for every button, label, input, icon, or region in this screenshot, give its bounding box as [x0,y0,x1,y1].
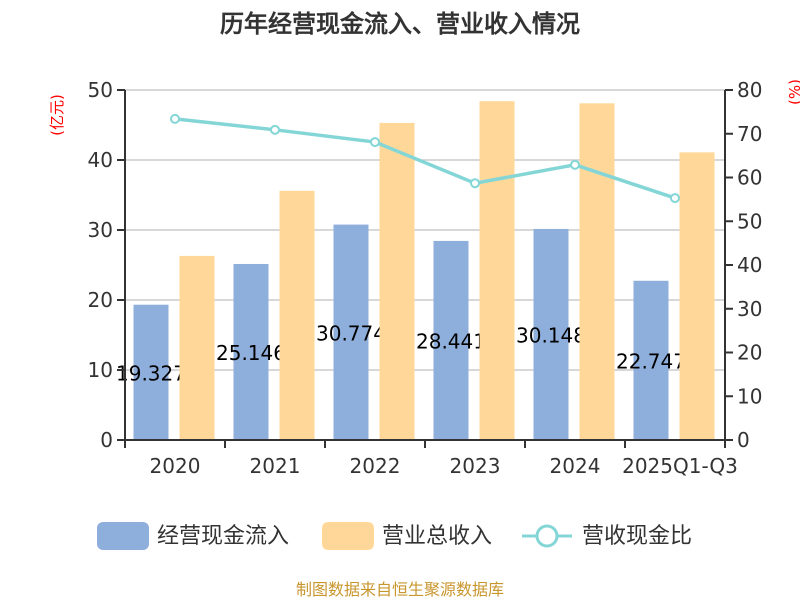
right-tick-label: 80 [737,78,762,102]
bar-revenue [579,103,615,441]
x-tick-label: 2024 [550,454,601,478]
left-tick-label: 10 [88,358,113,382]
right-tick-label: 40 [737,253,762,277]
left-axis-label: (亿元) [48,94,66,136]
right-tick-label: 0 [737,428,750,452]
right-axis-label: (%) [786,79,800,105]
data-label-cash-inflow: 28.441 [416,329,486,353]
point-ratio [270,124,280,135]
legend: 经营现金流入 营业总收入 营收现金比 [97,522,692,550]
legend-swatch-revenue [322,522,374,550]
bar-cash-inflow [633,280,669,440]
data-label-cash-inflow: 30.148 [516,323,586,347]
right-tick-label: 70 [737,122,762,146]
left-tick-label: 40 [88,148,113,172]
right-tick-label: 50 [737,209,762,233]
left-tick-label: 0 [100,428,113,452]
left-tick-label: 50 [88,78,113,102]
legend-label-revenue: 营业总收入 [382,524,492,549]
chart-title: 历年经营现金流入、营业收入情况 [220,10,580,38]
bar-revenue [479,101,515,440]
bar-cash-inflow [233,263,269,440]
footer-source: 制图数据来自恒生聚源数据库 [296,580,504,599]
right-tick-label: 60 [737,166,762,190]
x-tick-label: 2020 [150,454,201,478]
right-tick-label: 10 [737,384,762,408]
data-label-cash-inflow: 30.774 [316,321,386,345]
legend-swatch-cash-inflow [97,522,149,550]
data-label-cash-inflow: 22.747 [616,349,686,373]
line-ratio [174,117,676,200]
right-tick-label: 30 [737,297,762,321]
bar-cash-inflow [133,304,169,440]
bar-revenue [679,152,715,441]
legend-label-cash-inflow: 经营现金流入 [157,524,289,549]
left-tick-label: 30 [88,218,113,242]
bar-revenue [379,122,415,441]
point-ratio [670,193,680,204]
right-tick-label: 20 [737,341,762,365]
point-ratio [570,159,580,170]
data-label-cash-inflow: 25.146 [216,341,286,365]
point-ratio [470,178,480,189]
x-tick-label: 2021 [250,454,301,478]
bar-cash-inflow [433,240,469,440]
bar-revenue [279,190,315,440]
x-tick-label: 2025Q1-Q3 [622,454,738,478]
x-tick-label: 2023 [450,454,501,478]
legend-label-ratio: 营收现金比 [582,524,692,549]
bar-cash-inflow [333,224,369,440]
x-tick-label: 2022 [350,454,401,478]
point-ratio [370,137,380,148]
point-ratio [170,113,180,124]
left-tick-label: 20 [88,288,113,312]
bar-cash-inflow [533,228,569,440]
legend-marker-ratio [535,524,559,548]
data-label-cash-inflow: 19.327 [116,361,186,385]
bar-revenue [179,255,215,440]
